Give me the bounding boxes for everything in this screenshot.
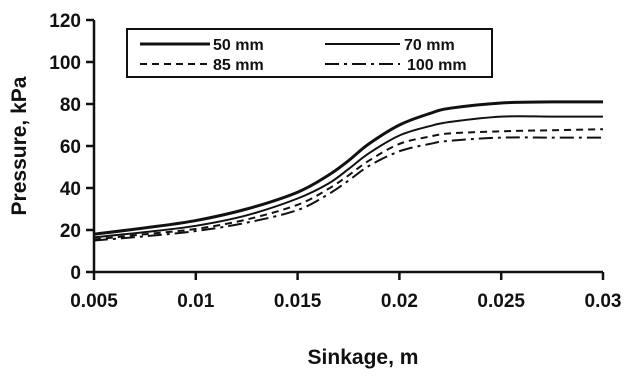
y-tick-label: 100 bbox=[49, 53, 81, 74]
legend-label-85mm: 85 mm bbox=[213, 57, 264, 74]
legend: 50 mm 70 mm 85 mm 100 mm bbox=[126, 28, 493, 78]
series-line-85mm bbox=[93, 128, 604, 241]
x-tick-label: 0.015 bbox=[274, 291, 322, 312]
y-tick-label: 80 bbox=[60, 95, 81, 116]
y-tick-label: 60 bbox=[60, 137, 81, 158]
x-ticks: 0.005 0.01 0.015 0.02 0.025 0.03 bbox=[70, 272, 621, 312]
x-tick-label: 0.02 bbox=[381, 291, 418, 312]
series-line-50mm bbox=[93, 100, 604, 236]
y-ticks: 0 20 40 60 80 100 120 bbox=[49, 11, 94, 284]
x-tick-label: 0.01 bbox=[177, 291, 214, 312]
series-line-100mm bbox=[93, 136, 603, 242]
y-tick-label: 0 bbox=[70, 263, 81, 284]
x-tick-label: 0.03 bbox=[585, 291, 622, 312]
y-tick-label: 40 bbox=[60, 179, 81, 200]
legend-label-100mm: 100 mm bbox=[407, 57, 467, 74]
series-lines bbox=[93, 100, 604, 242]
y-tick-label: 120 bbox=[49, 11, 81, 32]
y-tick-label: 20 bbox=[60, 221, 81, 242]
x-tick-label: 0.005 bbox=[70, 291, 118, 312]
legend-label-70mm: 70 mm bbox=[404, 37, 455, 54]
legend-label-50mm: 50 mm bbox=[213, 37, 264, 54]
y-axis-title: Pressure, kPa bbox=[8, 76, 31, 215]
x-tick-label: 0.025 bbox=[477, 291, 525, 312]
series-line-70mm bbox=[93, 115, 603, 239]
legend-box bbox=[126, 28, 493, 78]
x-axis-title: Sinkage, m bbox=[308, 346, 419, 369]
